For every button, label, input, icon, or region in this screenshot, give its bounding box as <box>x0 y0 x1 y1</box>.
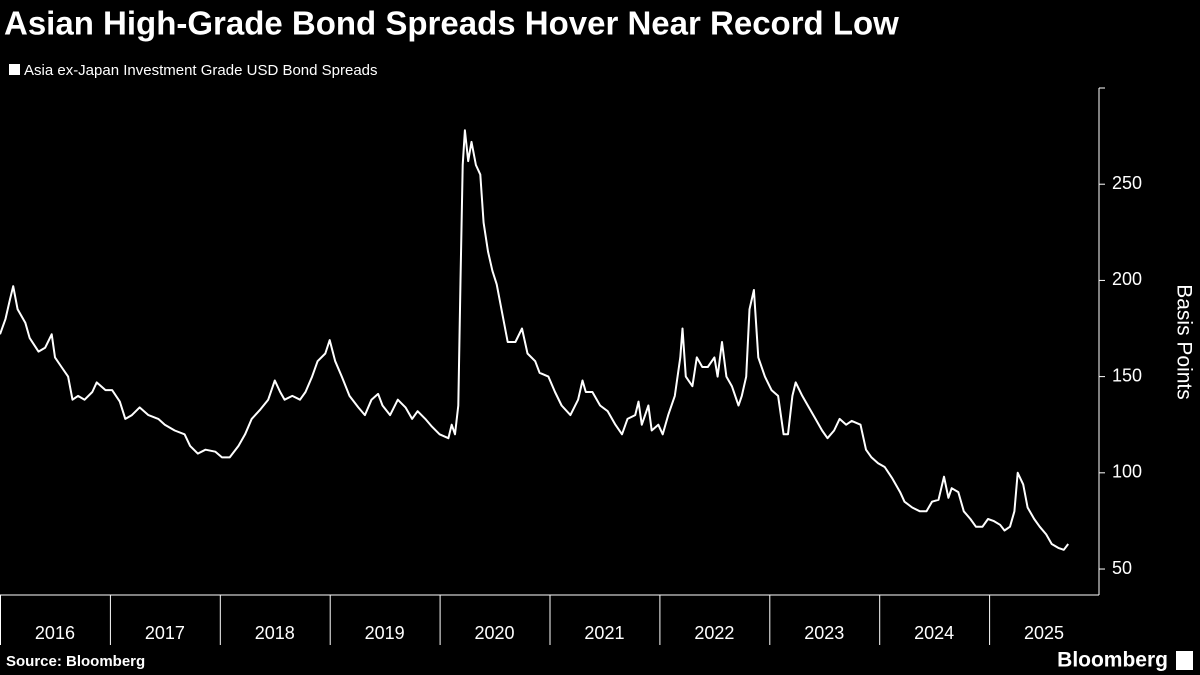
x-tick-label: 2018 <box>255 623 295 643</box>
brand-icon <box>1176 651 1193 670</box>
x-tick-label: 2017 <box>145 623 185 643</box>
y-tick-label: 250 <box>1112 173 1142 193</box>
x-tick-label: 2020 <box>475 623 515 643</box>
x-tick-label: 2016 <box>35 623 75 643</box>
chart-title: Asian High-Grade Bond Spreads Hover Near… <box>4 5 899 42</box>
line <box>0 129 1069 551</box>
x-tick-label: 2023 <box>804 623 844 643</box>
x-tick-label: 2025 <box>1024 623 1064 643</box>
legend-swatch <box>9 64 20 75</box>
brand: Bloomberg <box>1057 649 1168 672</box>
y-tick-label: 150 <box>1112 365 1142 385</box>
x-tick-label: 2021 <box>584 623 624 643</box>
y-tick-label: 50 <box>1112 558 1132 578</box>
x-tick-label: 2024 <box>914 623 954 643</box>
y-tick-label: 200 <box>1112 269 1142 289</box>
source: Source: Bloomberg <box>6 653 145 670</box>
x-tick-label: 2022 <box>694 623 734 643</box>
legend-label: Asia ex-Japan Investment Grade USD Bond … <box>24 62 378 79</box>
y-tick-label: 100 <box>1112 462 1142 482</box>
x-tick-label: 2019 <box>365 623 405 643</box>
y-axis-title: Basis Points <box>1172 284 1195 400</box>
